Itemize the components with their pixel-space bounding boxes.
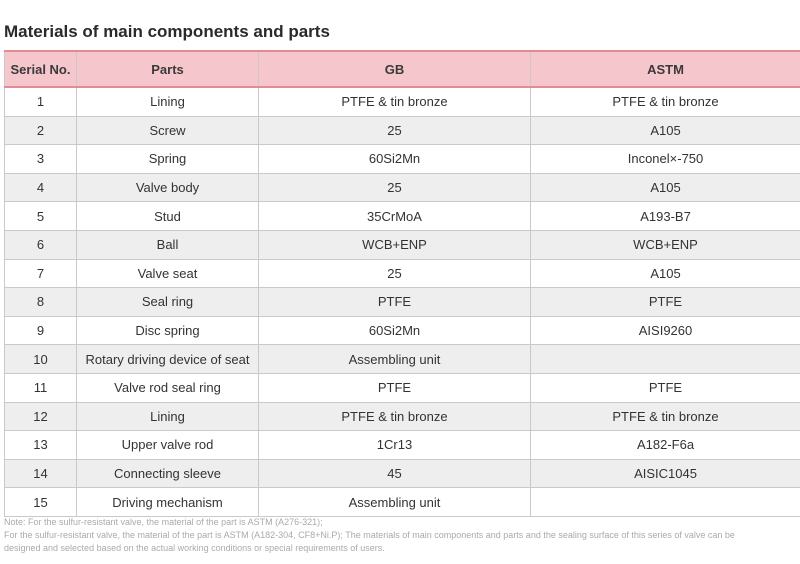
cell-serial-no: 5 <box>4 201 77 231</box>
table-row: 3 Spring 60Si2Mn Inconel×-750 <box>4 144 800 174</box>
cell-astm: PTFE & tin bronze <box>530 401 800 432</box>
table-row: 14 Connecting sleeve 45 AISIC1045 <box>4 458 800 489</box>
cell-gb: 60Si2Mn <box>258 315 531 346</box>
cell-astm: A105 <box>530 258 800 289</box>
header-astm: ASTM <box>530 50 800 88</box>
cell-gb: 25 <box>258 172 531 203</box>
cell-astm <box>530 344 800 374</box>
cell-astm: AISIC1045 <box>530 458 800 489</box>
cell-part: Valve rod seal ring <box>76 372 259 403</box>
cell-astm <box>530 487 800 517</box>
cell-astm: A105 <box>530 172 800 203</box>
table-row: 10 Rotary driving device of seat Assemblin… <box>4 344 800 374</box>
note-line: For the sulfur-resistant valve, the mate… <box>4 530 735 540</box>
header-serial-no: Serial No. <box>4 50 77 88</box>
header-gb: GB <box>258 50 531 88</box>
table-row: 15 Driving mechanism Assembling unit <box>4 487 800 517</box>
page-title: Materials of main components and parts <box>4 22 330 41</box>
table-row: 9 Disc spring 60Si2Mn AISI9260 <box>4 315 800 346</box>
cell-gb: PTFE <box>258 287 531 317</box>
cell-serial-no: 7 <box>4 258 77 289</box>
cell-serial-no: 3 <box>4 144 77 174</box>
note-line: designed and selected based on the actua… <box>4 543 385 553</box>
table-row: 4 Valve body 25 A105 <box>4 172 800 203</box>
cell-serial-no: 6 <box>4 229 77 260</box>
cell-serial-no: 8 <box>4 287 77 317</box>
cell-part: Disc spring <box>76 315 259 346</box>
cell-part: Driving mechanism <box>76 487 259 517</box>
cell-astm: AISI9260 <box>530 315 800 346</box>
cell-astm: WCB+ENP <box>530 229 800 260</box>
cell-gb: Assembling unit <box>258 344 531 374</box>
cell-astm: A193-B7 <box>530 201 800 231</box>
cell-astm: PTFE <box>530 372 800 403</box>
cell-gb: 25 <box>258 258 531 289</box>
cell-part: Lining <box>76 86 259 117</box>
cell-part: Valve seat <box>76 258 259 289</box>
cell-part: Stud <box>76 201 259 231</box>
cell-serial-no: 1 <box>4 86 77 117</box>
table-row: 6 Ball WCB+ENP WCB+ENP <box>4 229 800 260</box>
table-row: 2 Screw 25 A105 <box>4 115 800 146</box>
cell-serial-no: 4 <box>4 172 77 203</box>
cell-astm: A182-F6a <box>530 430 800 460</box>
cell-gb: PTFE & tin bronze <box>258 86 531 117</box>
cell-part: Screw <box>76 115 259 146</box>
notes: Note: For the sulfur-resistant valve, th… <box>4 516 800 555</box>
cell-part: Spring <box>76 144 259 174</box>
cell-gb: 45 <box>258 458 531 489</box>
cell-part: Upper valve rod <box>76 430 259 460</box>
cell-part: Rotary driving device of seat <box>76 344 259 374</box>
cell-part: Valve body <box>76 172 259 203</box>
cell-part: Seal ring <box>76 287 259 317</box>
cell-serial-no: 14 <box>4 458 77 489</box>
table-row: 13 Upper valve rod 1Cr13 A182-F6a <box>4 430 800 460</box>
table-row: 1 Lining PTFE & tin bronze PTFE & tin bronz… <box>4 86 800 117</box>
cell-gb: Assembling unit <box>258 487 531 517</box>
table-row: 5 Stud 35CrMoA A193-B7 <box>4 201 800 231</box>
cell-serial-no: 11 <box>4 372 77 403</box>
cell-serial-no: 10 <box>4 344 77 374</box>
note-line: Note: For the sulfur-resistant valve, th… <box>4 517 323 527</box>
table-row: 8 Seal ring PTFE PTFE <box>4 287 800 317</box>
cell-part: Ball <box>76 229 259 260</box>
cell-part: Lining <box>76 401 259 432</box>
table-header-row: Serial No. Parts GB ASTM <box>4 50 800 88</box>
table-row: 12 Lining PTFE & tin bronze PTFE & tin bron… <box>4 401 800 432</box>
cell-serial-no: 12 <box>4 401 77 432</box>
cell-serial-no: 9 <box>4 315 77 346</box>
cell-serial-no: 15 <box>4 487 77 517</box>
cell-gb: 1Cr13 <box>258 430 531 460</box>
cell-gb: WCB+ENP <box>258 229 531 260</box>
cell-astm: PTFE & tin bronze <box>530 86 800 117</box>
header-parts: Parts <box>76 50 259 88</box>
materials-table: Serial No. Parts GB ASTM 1 Lining PTFE & t… <box>4 50 800 517</box>
cell-part: Connecting sleeve <box>76 458 259 489</box>
table-body: 1 Lining PTFE & tin bronze PTFE & tin bronz… <box>4 86 800 517</box>
cell-serial-no: 13 <box>4 430 77 460</box>
table-row: 11 Valve rod seal ring PTFE PTFE <box>4 372 800 403</box>
cell-astm: Inconel×-750 <box>530 144 800 174</box>
cell-gb: 60Si2Mn <box>258 144 531 174</box>
cell-astm: PTFE <box>530 287 800 317</box>
cell-astm: A105 <box>530 115 800 146</box>
cell-gb: 25 <box>258 115 531 146</box>
cell-gb: PTFE <box>258 372 531 403</box>
table-row: 7 Valve seat 25 A105 <box>4 258 800 289</box>
cell-gb: PTFE & tin bronze <box>258 401 531 432</box>
cell-serial-no: 2 <box>4 115 77 146</box>
cell-gb: 35CrMoA <box>258 201 531 231</box>
